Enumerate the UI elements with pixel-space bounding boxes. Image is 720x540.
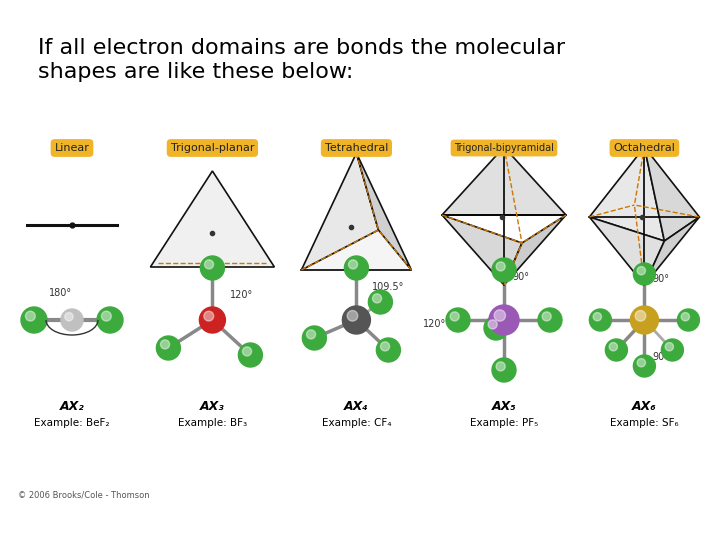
Circle shape [238,343,262,367]
Circle shape [102,311,112,321]
Circle shape [380,342,390,351]
Circle shape [302,326,326,350]
Text: Example: CF₄: Example: CF₄ [322,418,391,428]
Text: 90°: 90° [652,274,670,284]
Circle shape [488,320,498,329]
Circle shape [344,256,369,280]
Circle shape [665,342,673,351]
Circle shape [634,355,655,377]
Text: If all electron domains are bonds the molecular: If all electron domains are bonds the mo… [38,38,565,58]
Polygon shape [442,147,566,215]
Text: Example: BeF₂: Example: BeF₂ [35,418,109,428]
Text: AX₂: AX₂ [60,400,84,413]
Text: Tetrahedral: Tetrahedral [325,143,388,153]
Circle shape [348,260,358,269]
Circle shape [538,308,562,332]
Circle shape [450,312,459,321]
Circle shape [606,339,627,361]
Polygon shape [504,215,566,285]
Circle shape [631,306,658,334]
Text: AX₆: AX₆ [632,400,657,413]
Circle shape [372,294,382,303]
Circle shape [593,313,601,321]
Circle shape [496,262,505,271]
Circle shape [681,313,690,321]
Text: AX₄: AX₄ [344,400,369,413]
Circle shape [637,267,646,275]
Circle shape [199,307,225,333]
Circle shape [634,263,655,285]
Text: 90°: 90° [652,352,670,362]
Text: 180°: 180° [49,288,72,298]
Circle shape [542,312,552,321]
Polygon shape [644,217,699,285]
Text: Trigonal-planar: Trigonal-planar [171,143,254,153]
Circle shape [25,311,35,321]
Circle shape [243,347,251,356]
Circle shape [65,313,73,321]
Text: Octahedral: Octahedral [613,143,675,153]
Circle shape [492,258,516,282]
Circle shape [489,305,519,335]
Text: 120°: 120° [423,319,446,329]
Text: Example: BF₃: Example: BF₃ [178,418,247,428]
Text: © 2006 Brooks/Cole - Thomson: © 2006 Brooks/Cole - Thomson [18,490,150,499]
Text: Example: SF₆: Example: SF₆ [610,418,679,428]
Circle shape [204,311,214,321]
Polygon shape [590,147,665,241]
Text: AX₃: AX₃ [200,400,225,413]
Circle shape [200,256,225,280]
Circle shape [492,358,516,382]
Text: Example: PF₅: Example: PF₅ [470,418,538,428]
Text: 109.5°: 109.5° [372,282,405,292]
Circle shape [61,309,83,331]
Polygon shape [644,147,699,241]
Circle shape [377,338,400,362]
Text: Trigonal-bipyramidal: Trigonal-bipyramidal [454,143,554,153]
Text: AX₅: AX₅ [492,400,516,413]
Polygon shape [302,153,379,270]
Circle shape [635,310,646,321]
Circle shape [204,260,214,269]
Text: shapes are like these below:: shapes are like these below: [38,62,354,82]
Text: 90°: 90° [512,272,529,282]
Circle shape [343,306,370,334]
Circle shape [369,290,392,314]
Polygon shape [302,230,411,270]
Circle shape [446,308,470,332]
Text: Linear: Linear [55,143,89,153]
Circle shape [496,362,505,371]
Circle shape [161,340,170,349]
Circle shape [347,310,358,321]
Polygon shape [150,171,274,267]
Polygon shape [442,215,522,285]
Circle shape [637,359,646,367]
Polygon shape [356,153,411,270]
Circle shape [21,307,47,333]
Circle shape [609,342,618,351]
Circle shape [590,309,611,331]
Circle shape [662,339,683,361]
Circle shape [678,309,699,331]
Polygon shape [590,217,665,285]
Circle shape [494,310,505,321]
Circle shape [97,307,123,333]
Circle shape [156,336,181,360]
Text: 120°: 120° [230,290,253,300]
Circle shape [484,316,508,340]
Circle shape [307,330,315,339]
